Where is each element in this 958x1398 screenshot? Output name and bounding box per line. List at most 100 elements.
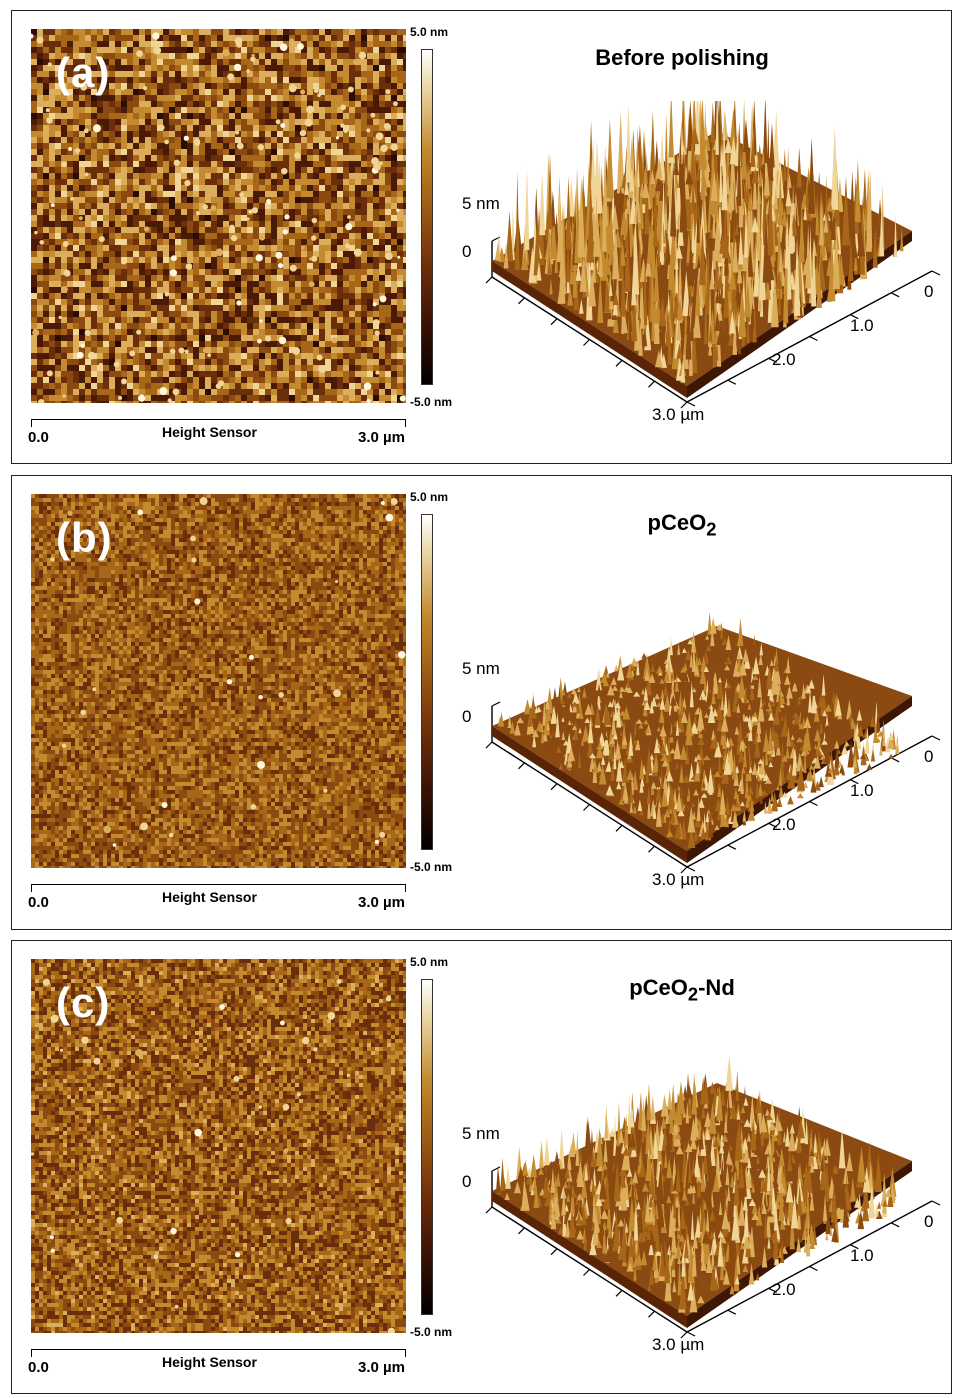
texture-cell: [277, 389, 283, 395]
texture-cell: [103, 239, 109, 245]
texture-cell: [319, 311, 325, 317]
texture-cell: [61, 89, 67, 95]
texture-cell: [277, 377, 283, 383]
texture-cell: [31, 137, 37, 143]
texture-cell: [349, 335, 355, 341]
texture-cell: [49, 383, 55, 389]
texture-cell: [301, 191, 307, 197]
texture-cell: [43, 293, 49, 299]
texture-cell: [331, 377, 337, 383]
texture-cell: [139, 305, 145, 311]
texture-cell: [85, 389, 91, 395]
texture-cell: [403, 155, 406, 161]
surface-spike: [550, 253, 559, 280]
texture-cell: [43, 335, 49, 341]
texture-cell: [187, 299, 193, 305]
texture-cell: [211, 305, 217, 311]
texture-cell: [319, 377, 325, 383]
texture-cell: [139, 143, 145, 149]
texture-cell: [103, 329, 109, 335]
texture-cell: [97, 335, 103, 341]
texture-cell: [223, 365, 229, 371]
texture-cell: [211, 359, 217, 365]
texture-cell: [337, 323, 343, 329]
texture-cell: [73, 275, 79, 281]
texture-cell: [379, 371, 385, 377]
texture-cell: [85, 227, 91, 233]
texture-cell: [181, 119, 187, 125]
texture-cell: [337, 341, 343, 347]
texture-cell: [301, 155, 307, 161]
texture-cell: [259, 149, 265, 155]
grain: [259, 235, 265, 241]
texture-cell: [61, 137, 67, 143]
texture-cell: [259, 251, 265, 257]
texture-cell: [229, 215, 235, 221]
grain: [255, 254, 263, 262]
texture-cell: [31, 239, 37, 245]
texture-cell: [85, 137, 91, 143]
grain: [396, 208, 400, 212]
texture-cell: [169, 371, 175, 377]
texture-cell: [121, 167, 127, 173]
texture-cell: [265, 125, 271, 131]
texture-cell: [223, 257, 229, 263]
texture-cell: [133, 113, 139, 119]
texture-cell: [361, 83, 367, 89]
grain: [280, 122, 286, 128]
texture-cell: [187, 233, 193, 239]
texture-cell: [319, 35, 325, 41]
texture-cell: [373, 83, 379, 89]
texture-cell: [73, 161, 79, 167]
texture-cell: [199, 257, 205, 263]
texture-cell: [241, 305, 247, 311]
texture-cell: [109, 65, 115, 71]
texture-cell: [157, 347, 163, 353]
texture-cell: [259, 137, 265, 143]
texture-cell: [37, 245, 43, 251]
texture-cell: [211, 377, 217, 383]
texture-cell: [103, 65, 109, 71]
texture-cell: [193, 377, 199, 383]
texture-cell: [355, 335, 361, 341]
texture-cell: [187, 167, 193, 173]
texture-cell: [343, 293, 349, 299]
texture-cell: [241, 209, 247, 215]
texture-cell: [385, 119, 391, 125]
texture-cell: [385, 335, 391, 341]
texture-cell: [67, 227, 73, 233]
texture-cell: [355, 311, 361, 317]
texture-cell: [97, 233, 103, 239]
texture-cell: [367, 281, 373, 287]
texture-cell: [205, 281, 211, 287]
texture-cell: [397, 263, 403, 269]
texture-cell: [301, 299, 307, 305]
texture-cell: [37, 371, 43, 377]
panel-title: Before polishing: [512, 45, 852, 75]
texture-cell: [109, 275, 115, 281]
texture-cell: [151, 191, 157, 197]
texture-cell: [331, 227, 337, 233]
texture-cell: [181, 281, 187, 287]
texture-cell: [235, 365, 241, 371]
texture-cell: [319, 245, 325, 251]
texture-cell: [157, 143, 163, 149]
texture-cell: [343, 287, 349, 293]
texture-cell: [67, 311, 73, 317]
texture-cell: [79, 365, 85, 371]
texture-cell: [97, 137, 103, 143]
texture-cell: [283, 389, 289, 395]
texture-cell: [241, 245, 247, 251]
texture-cell: [355, 287, 361, 293]
texture-cell: [127, 119, 133, 125]
texture-cell: [193, 287, 199, 293]
texture-cell: [55, 83, 61, 89]
texture-cell: [355, 161, 361, 167]
grain: [390, 143, 398, 151]
texture-cell: [373, 185, 379, 191]
texture-cell: [169, 137, 175, 143]
texture-cell: [193, 131, 199, 137]
texture-cell: [205, 143, 211, 149]
texture-cell: [241, 287, 247, 293]
texture-cell: [133, 191, 139, 197]
